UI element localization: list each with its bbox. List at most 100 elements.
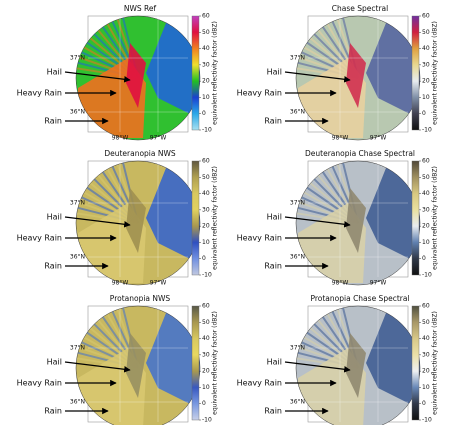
colorbar-tick-label: 30	[422, 61, 430, 68]
lat-label: 37°N	[290, 345, 305, 352]
colorbar-tick-label: 50	[422, 319, 430, 326]
colorbar-tick-label: 50	[422, 174, 430, 181]
annotation-arrow	[284, 216, 351, 228]
colorbar-tick-label: -10	[202, 127, 212, 134]
colorbar-tick-label: 30	[422, 206, 430, 213]
disk-edge	[75, 160, 201, 286]
colorbar-label: equivalent reflectivity factor (dBZ)	[432, 21, 439, 125]
panel: Protanopia Chase Spectral37°N36°N98°W97°…	[237, 294, 439, 429]
annotation-arrow	[284, 361, 351, 373]
panel-title: NWS Ref	[124, 4, 157, 13]
colorbar-tick-label: 60	[422, 303, 430, 310]
colorbar	[411, 15, 420, 131]
colorbar-tick-label: 50	[202, 319, 210, 326]
lat-label: 37°N	[70, 200, 85, 207]
annotation-arrow	[64, 71, 131, 83]
colorbar-tick-label: -10	[202, 272, 212, 279]
colorbar	[191, 160, 200, 276]
disk-edge	[75, 15, 201, 141]
radar-disk	[296, 161, 420, 285]
lat-label: 36°N	[290, 254, 305, 261]
annotation: Hail	[47, 358, 62, 367]
lat-label: 37°N	[70, 345, 85, 352]
lon-label: 98°W	[332, 280, 349, 287]
storm-core	[126, 188, 146, 253]
storm-core	[126, 43, 146, 108]
annotation: Heavy Rain	[17, 379, 62, 388]
colorbar	[411, 160, 420, 276]
storm-core	[346, 188, 366, 253]
colorbar-label: equivalent reflectivity factor (dBZ)	[212, 21, 219, 125]
colorbar-tick-label: 20	[422, 223, 430, 230]
annotation: Hail	[267, 213, 282, 222]
colorbar-tick-label: 10	[422, 384, 430, 391]
colorbar-tick-label: 30	[202, 61, 210, 68]
colorbar-tick-label: 10	[422, 239, 430, 246]
panel: Chase Spectral 37°N 36°N 98°W 97°W Hail Heavy …	[237, 4, 439, 142]
annotation: Rain	[44, 117, 62, 126]
storm-core	[126, 333, 146, 398]
lon-label: 98°W	[112, 280, 129, 287]
colorbar-tick-label: 60	[202, 303, 210, 310]
annotation: Heavy Rain	[237, 379, 282, 388]
lon-label: 97°W	[150, 135, 167, 142]
lat-label: 37°N	[290, 55, 305, 62]
colorbar-tick-label: 60	[422, 158, 430, 165]
colorbar-tick-label: -10	[202, 417, 212, 424]
colorbar-tick-label: 20	[422, 368, 430, 375]
panel-title: Deuteranopia Chase Spectral	[305, 149, 415, 158]
colorbar	[411, 305, 420, 421]
annotation: Hail	[47, 68, 62, 77]
annotation: Rain	[44, 262, 62, 271]
panel: Protanopia NWS37°N36°N98°W97°WHailHeavy …	[17, 294, 219, 429]
colorbar-tick-label: 10	[202, 239, 210, 246]
colorbar-tick-label: 40	[202, 190, 210, 197]
colorbar-tick-label: 0	[422, 400, 426, 407]
disk-edge	[295, 15, 421, 141]
colorbar-tick-label: 10	[202, 94, 210, 101]
colorbar-tick-label: 50	[422, 29, 430, 36]
annotation-arrow	[284, 71, 351, 83]
colorbar-tick-label: 20	[202, 223, 210, 230]
colorbar-tick-label: 0	[422, 255, 426, 262]
disk-edge	[75, 305, 201, 429]
disk-edge	[295, 160, 421, 286]
colorbar-tick-label: 0	[202, 255, 206, 262]
panel-title: Chase Spectral	[332, 4, 388, 13]
annotation: Rain	[264, 117, 282, 126]
colorbar-label: equivalent reflectivity factor (dBZ)	[432, 311, 439, 415]
colorbar-tick-label: 10	[202, 384, 210, 391]
annotation: Heavy Rain	[17, 89, 62, 98]
annotation: Heavy Rain	[17, 234, 62, 243]
lat-label: 36°N	[290, 109, 305, 116]
annotation: Rain	[264, 262, 282, 271]
colorbar-label: equivalent reflectivity factor (dBZ)	[212, 311, 219, 415]
lat-label: 36°N	[70, 109, 85, 116]
colorbar-tick-label: 60	[202, 158, 210, 165]
colorbar-tick-label: 40	[422, 45, 430, 52]
annotation-arrow	[64, 216, 131, 228]
colorbar	[191, 15, 200, 131]
panel: Deuteranopia Chase Spectral 37°N 36°N 98°W 9…	[237, 149, 439, 287]
lat-label: 37°N	[290, 200, 305, 207]
colorbar-label: equivalent reflectivity factor (dBZ)	[432, 166, 439, 270]
annotation: Hail	[267, 358, 282, 367]
annotation: Hail	[47, 213, 62, 222]
colorbar-tick-label: 10	[422, 94, 430, 101]
colorbar-tick-label: 20	[202, 368, 210, 375]
lon-label: 97°W	[370, 135, 387, 142]
colorbar-tick-label: -10	[422, 127, 432, 134]
storm-core	[346, 333, 366, 398]
lon-label: 97°W	[150, 280, 167, 287]
radar-disk	[296, 16, 420, 140]
colorbar-tick-label: -10	[422, 272, 432, 279]
lon-label: 98°W	[112, 135, 129, 142]
colorbar-tick-label: 0	[422, 110, 426, 117]
storm-core	[346, 43, 366, 108]
lat-label: 36°N	[70, 254, 85, 261]
lat-label: 37°N	[70, 55, 85, 62]
colorbar	[191, 305, 200, 421]
colorbar-tick-label: -10	[422, 417, 432, 424]
colorbar-tick-label: 60	[422, 13, 430, 20]
colorbar-tick-label: 30	[202, 351, 210, 358]
